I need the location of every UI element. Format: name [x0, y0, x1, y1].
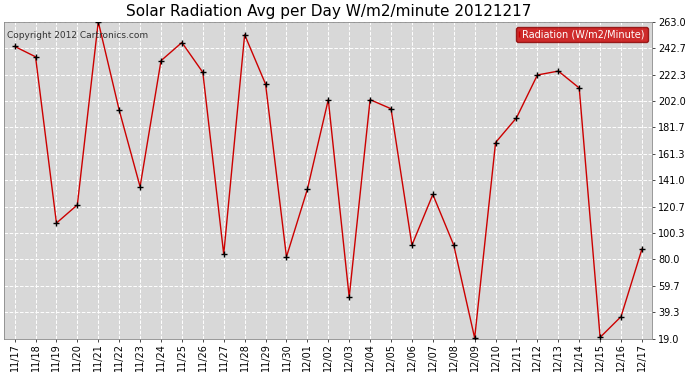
Text: Copyright 2012 Cartronics.com: Copyright 2012 Cartronics.com: [8, 31, 148, 40]
Title: Solar Radiation Avg per Day W/m2/minute 20121217: Solar Radiation Avg per Day W/m2/minute …: [126, 4, 531, 19]
Legend: Radiation (W/m2/Minute): Radiation (W/m2/Minute): [516, 27, 647, 42]
